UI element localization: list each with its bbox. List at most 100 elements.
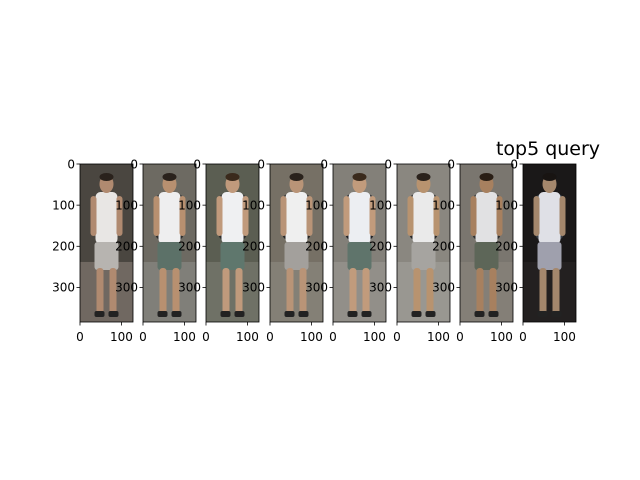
y-tick-label: 100 (242, 198, 265, 212)
y-tick-label: 200 (432, 240, 455, 254)
pedestrian-photo (397, 164, 450, 322)
left-arm-shape (533, 196, 540, 236)
left-shoe-shape (94, 311, 105, 317)
shirt-shape (475, 192, 498, 244)
photo-ground (206, 261, 259, 322)
x-tick-label: 0 (76, 330, 84, 344)
hair-shape (479, 173, 494, 181)
left-leg-shape (159, 268, 167, 314)
panel-frame (269, 163, 324, 323)
left-leg-shape (286, 268, 294, 314)
right-leg-shape (426, 268, 434, 314)
x-tick-label: 0 (202, 330, 210, 344)
x-tick-label: 0 (519, 330, 527, 344)
y-tick-label: 0 (67, 157, 75, 171)
y-tick-label: 300 (115, 281, 138, 295)
shirt-shape (412, 192, 435, 244)
x-tick-label: 100 (553, 330, 576, 344)
shorts-shape (411, 242, 436, 270)
right-leg-shape (489, 268, 497, 314)
y-tick-label: 200 (242, 240, 265, 254)
left-arm-shape (407, 196, 414, 236)
photo-ground (270, 261, 323, 322)
pedestrian-photo (460, 164, 513, 322)
image-panel-2: 0 100 200 300 0 100 (115, 157, 197, 344)
y-tick-label: 0 (193, 157, 201, 171)
shirt-shape (221, 192, 244, 244)
y-tick-label: 0 (130, 157, 138, 171)
right-arm-shape (306, 196, 313, 236)
pedestrian-photo (80, 164, 133, 322)
y-tick-label: 0 (510, 157, 518, 171)
x-tick-label: 100 (427, 330, 450, 344)
x-tick-label: 100 (300, 330, 323, 344)
photo-ground (80, 261, 133, 322)
image-panel-4: 0 100 200 300 0 100 (242, 157, 324, 344)
left-shoe-shape (537, 311, 548, 317)
shirt-shape (285, 192, 308, 244)
left-leg-shape (222, 268, 230, 314)
photo-ground (397, 261, 450, 322)
y-tick-label: 300 (52, 281, 75, 295)
image-panel-8: 0 100 200 300 0 100 (495, 157, 577, 344)
photo-ground (523, 261, 576, 322)
right-shoe-shape (488, 311, 499, 317)
hair-shape (225, 173, 240, 181)
y-tick-label: 0 (320, 157, 328, 171)
y-tick-label: 0 (257, 157, 265, 171)
left-arm-shape (90, 196, 97, 236)
image-panel-6: 0 100 200 300 0 100 (369, 157, 451, 344)
shorts-shape (347, 242, 372, 270)
shorts-shape (537, 242, 562, 270)
y-tick-label: 200 (115, 240, 138, 254)
right-leg-shape (235, 268, 243, 314)
right-leg-shape (109, 268, 117, 314)
y-tick-label: 300 (178, 281, 201, 295)
right-leg-shape (172, 268, 180, 314)
shorts-shape (220, 242, 245, 270)
pedestrian-photo (206, 164, 259, 322)
right-arm-shape (433, 196, 440, 236)
panel-frame (396, 163, 451, 323)
y-tick-label: 200 (305, 240, 328, 254)
left-leg-shape (413, 268, 421, 314)
y-tick-label: 100 (305, 198, 328, 212)
shorts-shape (157, 242, 182, 270)
shirt-shape (538, 192, 561, 244)
x-tick-label: 0 (266, 330, 274, 344)
y-tick-label: 300 (305, 281, 328, 295)
left-leg-shape (539, 268, 547, 314)
image-panel-1: 0 100 200 300 0 100 (52, 157, 134, 344)
y-tick-label: 300 (242, 281, 265, 295)
y-tick-label: 200 (178, 240, 201, 254)
shirt-shape (95, 192, 118, 244)
left-leg-shape (96, 268, 104, 314)
shirt-shape (348, 192, 371, 244)
right-arm-shape (242, 196, 249, 236)
y-tick-label: 100 (178, 198, 201, 212)
right-arm-shape (559, 196, 566, 236)
photo-ground (143, 261, 196, 322)
right-arm-shape (116, 196, 123, 236)
right-shoe-shape (171, 311, 182, 317)
left-leg-shape (349, 268, 357, 314)
right-leg-shape (362, 268, 370, 314)
right-arm-shape (369, 196, 376, 236)
x-tick-label: 0 (139, 330, 147, 344)
x-tick-label: 100 (110, 330, 133, 344)
x-tick-label: 0 (329, 330, 337, 344)
left-shoe-shape (284, 311, 295, 317)
y-tick-label: 200 (369, 240, 392, 254)
x-tick-label: 100 (490, 330, 513, 344)
panel-frame (459, 163, 514, 323)
pedestrian-photo (270, 164, 323, 322)
y-tick-label: 100 (432, 198, 455, 212)
panel-frame (522, 163, 577, 323)
panel-frame (332, 163, 387, 323)
x-tick-label: 0 (456, 330, 464, 344)
left-arm-shape (343, 196, 350, 236)
right-shoe-shape (361, 311, 372, 317)
y-tick-label: 0 (447, 157, 455, 171)
